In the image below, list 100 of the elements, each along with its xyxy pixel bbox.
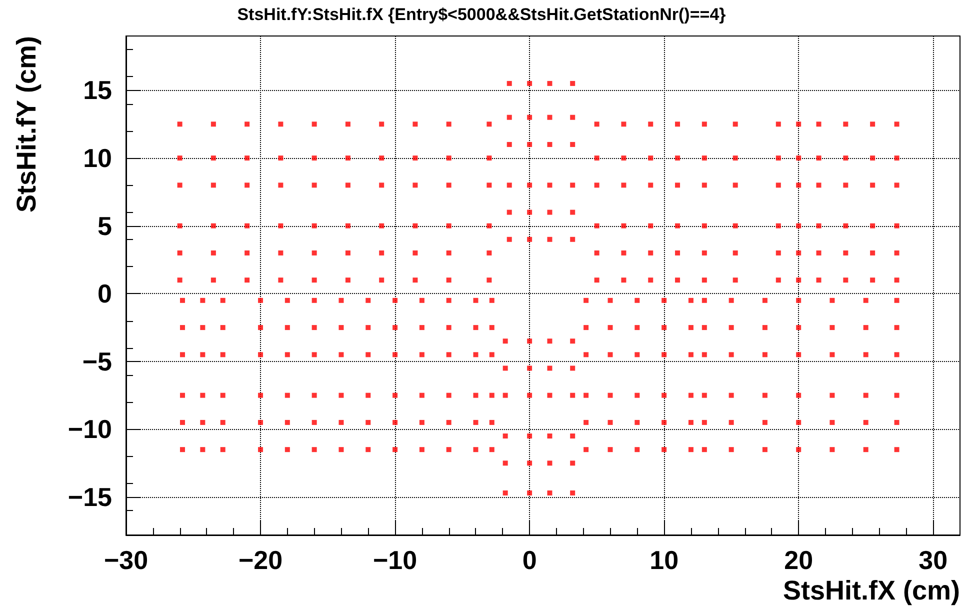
point (278, 278, 284, 283)
point (608, 447, 613, 452)
point (594, 182, 600, 188)
point (894, 223, 900, 228)
point (570, 236, 576, 242)
point (446, 156, 452, 161)
x-axis-title: StsHit.fX (cm) (782, 576, 960, 606)
point (180, 420, 185, 425)
point (675, 250, 680, 256)
point (446, 298, 452, 303)
point (244, 122, 250, 127)
point (502, 366, 508, 371)
point (446, 325, 452, 330)
chart-title: StsHit.fY:StsHit.fX {Entry$<5000&&StsHit.GetStationNr()==4} (237, 5, 726, 24)
point (244, 156, 250, 161)
point (594, 278, 600, 283)
point (594, 122, 600, 127)
point (830, 298, 835, 303)
point (702, 325, 707, 330)
point (366, 447, 371, 452)
x-tick-label: 20 (784, 545, 814, 575)
point (284, 298, 290, 303)
point (776, 250, 781, 256)
point (894, 250, 900, 256)
point (634, 392, 640, 398)
point (547, 210, 552, 215)
point (284, 447, 290, 452)
point (177, 250, 182, 256)
point (870, 122, 876, 127)
point (621, 223, 626, 228)
point (570, 434, 576, 439)
point (419, 420, 424, 425)
point (527, 80, 532, 86)
point (863, 420, 868, 425)
point (366, 325, 371, 330)
point (210, 122, 216, 127)
point (284, 392, 290, 398)
point (634, 298, 640, 303)
point (732, 156, 738, 161)
point (702, 420, 707, 425)
point (816, 250, 822, 256)
point (392, 392, 398, 398)
point (446, 250, 452, 256)
point (312, 325, 317, 330)
point (379, 250, 384, 256)
point (702, 352, 707, 358)
point (830, 352, 835, 358)
point (894, 298, 900, 303)
point (570, 182, 576, 188)
point (702, 250, 707, 256)
point (662, 325, 667, 330)
point (258, 447, 264, 452)
point (338, 392, 344, 398)
point (662, 447, 667, 452)
point (446, 223, 452, 228)
point (502, 338, 508, 344)
point (688, 352, 694, 358)
point (843, 156, 848, 161)
point (762, 352, 768, 358)
point (621, 278, 626, 283)
point (762, 392, 768, 398)
point (180, 447, 185, 452)
point (816, 156, 822, 161)
point (446, 352, 452, 358)
point (200, 420, 206, 425)
point (830, 447, 835, 452)
point (728, 392, 734, 398)
x-tick-label: 30 (918, 545, 948, 575)
point (843, 278, 848, 283)
point (570, 80, 576, 86)
point (594, 250, 600, 256)
point (796, 122, 802, 127)
point (312, 156, 317, 161)
point (278, 122, 284, 127)
point (894, 420, 900, 425)
point (412, 223, 418, 228)
point (547, 392, 552, 398)
point (547, 460, 552, 466)
point (312, 250, 317, 256)
point (392, 420, 398, 425)
point (570, 392, 576, 398)
point (506, 114, 512, 120)
point (688, 298, 694, 303)
point (702, 223, 707, 228)
point (502, 460, 508, 466)
point (527, 142, 532, 147)
y-tick-label: 15 (83, 75, 112, 106)
point (594, 156, 600, 161)
point (527, 210, 532, 215)
point (732, 223, 738, 228)
point (796, 298, 802, 303)
point (177, 278, 182, 283)
point (675, 122, 680, 127)
point (412, 182, 418, 188)
point (762, 420, 768, 425)
point (894, 325, 900, 330)
point (338, 420, 344, 425)
point (796, 278, 802, 283)
point (796, 156, 802, 161)
point (648, 122, 654, 127)
